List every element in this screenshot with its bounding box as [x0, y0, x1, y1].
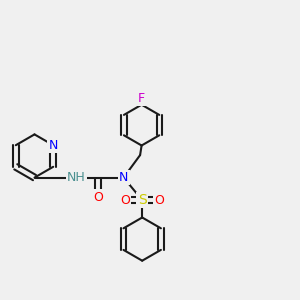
- Text: O: O: [120, 194, 130, 207]
- Text: N: N: [119, 171, 128, 184]
- Text: F: F: [138, 92, 145, 105]
- Text: NH: NH: [67, 171, 86, 184]
- Text: S: S: [138, 193, 147, 207]
- Text: N: N: [49, 139, 58, 152]
- Text: O: O: [155, 194, 164, 207]
- Text: O: O: [93, 190, 103, 204]
